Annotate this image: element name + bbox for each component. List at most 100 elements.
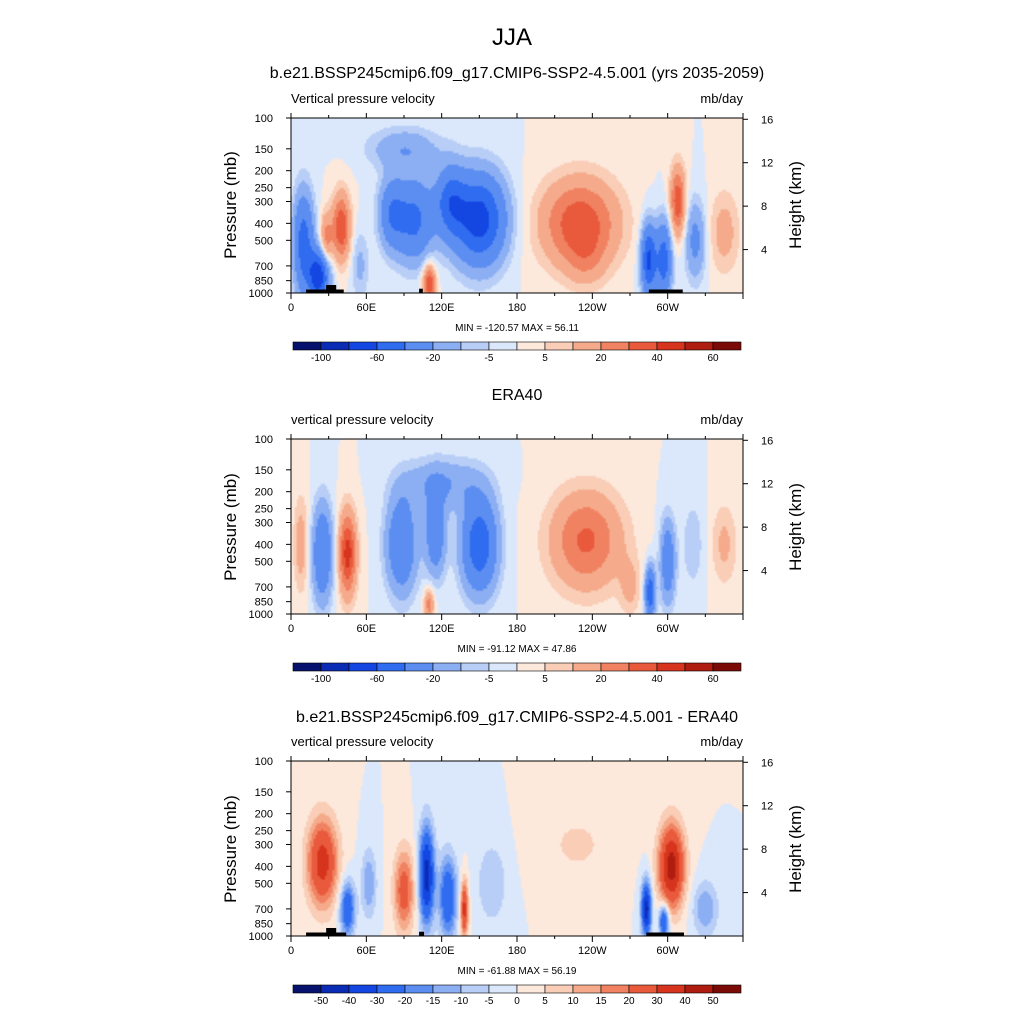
colorbar-swatch <box>488 341 518 351</box>
colorbar-swatch <box>320 984 350 994</box>
y-right-tick-label: 8 <box>761 201 767 213</box>
colorbar-swatch <box>348 662 378 672</box>
y-tick-label: 250 <box>255 504 273 516</box>
y-tick-label: 700 <box>255 261 273 273</box>
colorbar-swatch <box>656 341 686 351</box>
y-tick-label: 500 <box>255 878 273 890</box>
colorbar-label: -30 <box>370 996 385 1007</box>
colorbar-label: -20 <box>426 674 441 685</box>
colorbar-swatch <box>684 341 714 351</box>
panel-1-colorbar: -100 -60 -20 -5 5 20 40 60 <box>292 341 742 364</box>
x-tick-label: 180 <box>508 302 526 314</box>
y-tick-label: 250 <box>255 183 273 195</box>
y-tick-label: 400 <box>255 539 273 551</box>
colorbar-swatch <box>516 341 546 351</box>
x-tick-label: 120E <box>429 623 455 635</box>
colorbar-label: 40 <box>651 674 663 685</box>
panel-2: ERA40 vertical pressure velocity mb/day … <box>221 387 805 685</box>
y-tick-label: 300 <box>255 517 273 529</box>
panel-2-ylabel-right: Height (km) <box>786 483 805 571</box>
y-tick-label: 100 <box>255 756 273 768</box>
colorbar-swatch <box>544 662 574 672</box>
colorbar-label: -15 <box>426 996 441 1007</box>
colorbar-label: 5 <box>542 353 548 364</box>
colorbar-swatch <box>572 341 602 351</box>
panel-3: b.e21.BSSP245cmip6.f09_g17.CMIP6-SSP2-4.… <box>221 709 805 1007</box>
panel-2-right-label: mb/day <box>700 412 743 427</box>
colorbar-swatch <box>404 341 434 351</box>
colorbar-label: -5 <box>485 674 494 685</box>
y-tick-label: 200 <box>255 166 273 178</box>
colorbar-swatch <box>628 662 658 672</box>
terrain-block <box>326 284 337 293</box>
colorbar-swatch <box>516 984 546 994</box>
colorbar-label: -20 <box>398 996 413 1007</box>
colorbar-label: -5 <box>485 353 494 364</box>
panel-1-right-label: mb/day <box>700 91 743 106</box>
x-tick-label: 60W <box>656 623 679 635</box>
y-tick-label: 850 <box>255 919 273 931</box>
colorbar-swatch <box>292 662 322 672</box>
y-right-tick-label: 8 <box>761 844 767 856</box>
y-tick-label: 300 <box>255 839 273 851</box>
colorbar-swatch <box>432 341 462 351</box>
colorbar-label: -40 <box>342 996 357 1007</box>
x-tick-label: 180 <box>508 623 526 635</box>
colorbar-swatch <box>656 662 686 672</box>
x-tick-label: 180 <box>508 945 526 957</box>
panel-1-ylabel-right: Height (km) <box>786 161 805 249</box>
colorbar-swatch <box>404 662 434 672</box>
panel-3-stats: MIN = -61.88 MAX = 56.19 <box>458 966 577 977</box>
colorbar-swatch <box>488 984 518 994</box>
colorbar-label: 30 <box>651 996 663 1007</box>
colorbar-swatch <box>432 662 462 672</box>
colorbar-swatch <box>460 984 490 994</box>
panel-1-left-label: Vertical pressure velocity <box>291 91 435 106</box>
terrain-block <box>306 289 344 293</box>
panel-3-title: b.e21.BSSP245cmip6.f09_g17.CMIP6-SSP2-4.… <box>296 709 738 726</box>
colorbar-label: 60 <box>707 674 719 685</box>
y-right-tick-label: 4 <box>761 888 767 900</box>
colorbar-label: 60 <box>707 353 719 364</box>
colorbar-swatch <box>572 984 602 994</box>
colorbar-label: -5 <box>485 996 494 1007</box>
colorbar-swatch <box>544 341 574 351</box>
x-tick-label: 120W <box>578 623 607 635</box>
colorbar-swatch <box>320 662 350 672</box>
colorbar-swatch <box>292 984 322 994</box>
colorbar-label: 40 <box>679 996 691 1007</box>
colorbar-swatch <box>600 341 630 351</box>
colorbar-swatch <box>544 984 574 994</box>
y-right-tick-label: 12 <box>761 158 773 170</box>
x-tick-label: 60E <box>357 623 377 635</box>
x-tick-label: 60E <box>357 945 377 957</box>
colorbar-label: 40 <box>651 353 663 364</box>
colorbar-swatch <box>684 662 714 672</box>
colorbar-label: -50 <box>314 996 329 1007</box>
y-right-tick-label: 16 <box>761 114 773 126</box>
panel-3-left-label: vertical pressure velocity <box>291 734 434 749</box>
colorbar-label: -60 <box>370 353 385 364</box>
y-tick-label: 1000 <box>249 288 273 300</box>
y-tick-label: 500 <box>255 556 273 568</box>
y-tick-label: 150 <box>255 465 273 477</box>
panel-1-title: b.e21.BSSP245cmip6.f09_g17.CMIP6-SSP2-4.… <box>270 65 765 82</box>
colorbar-label: -20 <box>426 353 441 364</box>
figure-title: JJA <box>492 24 532 51</box>
x-tick-label: 0 <box>288 945 294 957</box>
terrain-block <box>326 927 337 936</box>
x-tick-label: 120E <box>429 945 455 957</box>
contour-field <box>291 118 743 293</box>
colorbar-label: 10 <box>567 996 579 1007</box>
colorbar-label: 5 <box>542 996 548 1007</box>
y-tick-label: 100 <box>255 113 273 125</box>
colorbar-label: 20 <box>623 996 635 1007</box>
colorbar-swatch <box>376 984 406 994</box>
terrain-block <box>419 288 423 293</box>
colorbar-swatch <box>712 341 742 351</box>
x-tick-label: 60E <box>357 302 377 314</box>
y-tick-label: 400 <box>255 861 273 873</box>
y-tick-label: 250 <box>255 826 273 838</box>
